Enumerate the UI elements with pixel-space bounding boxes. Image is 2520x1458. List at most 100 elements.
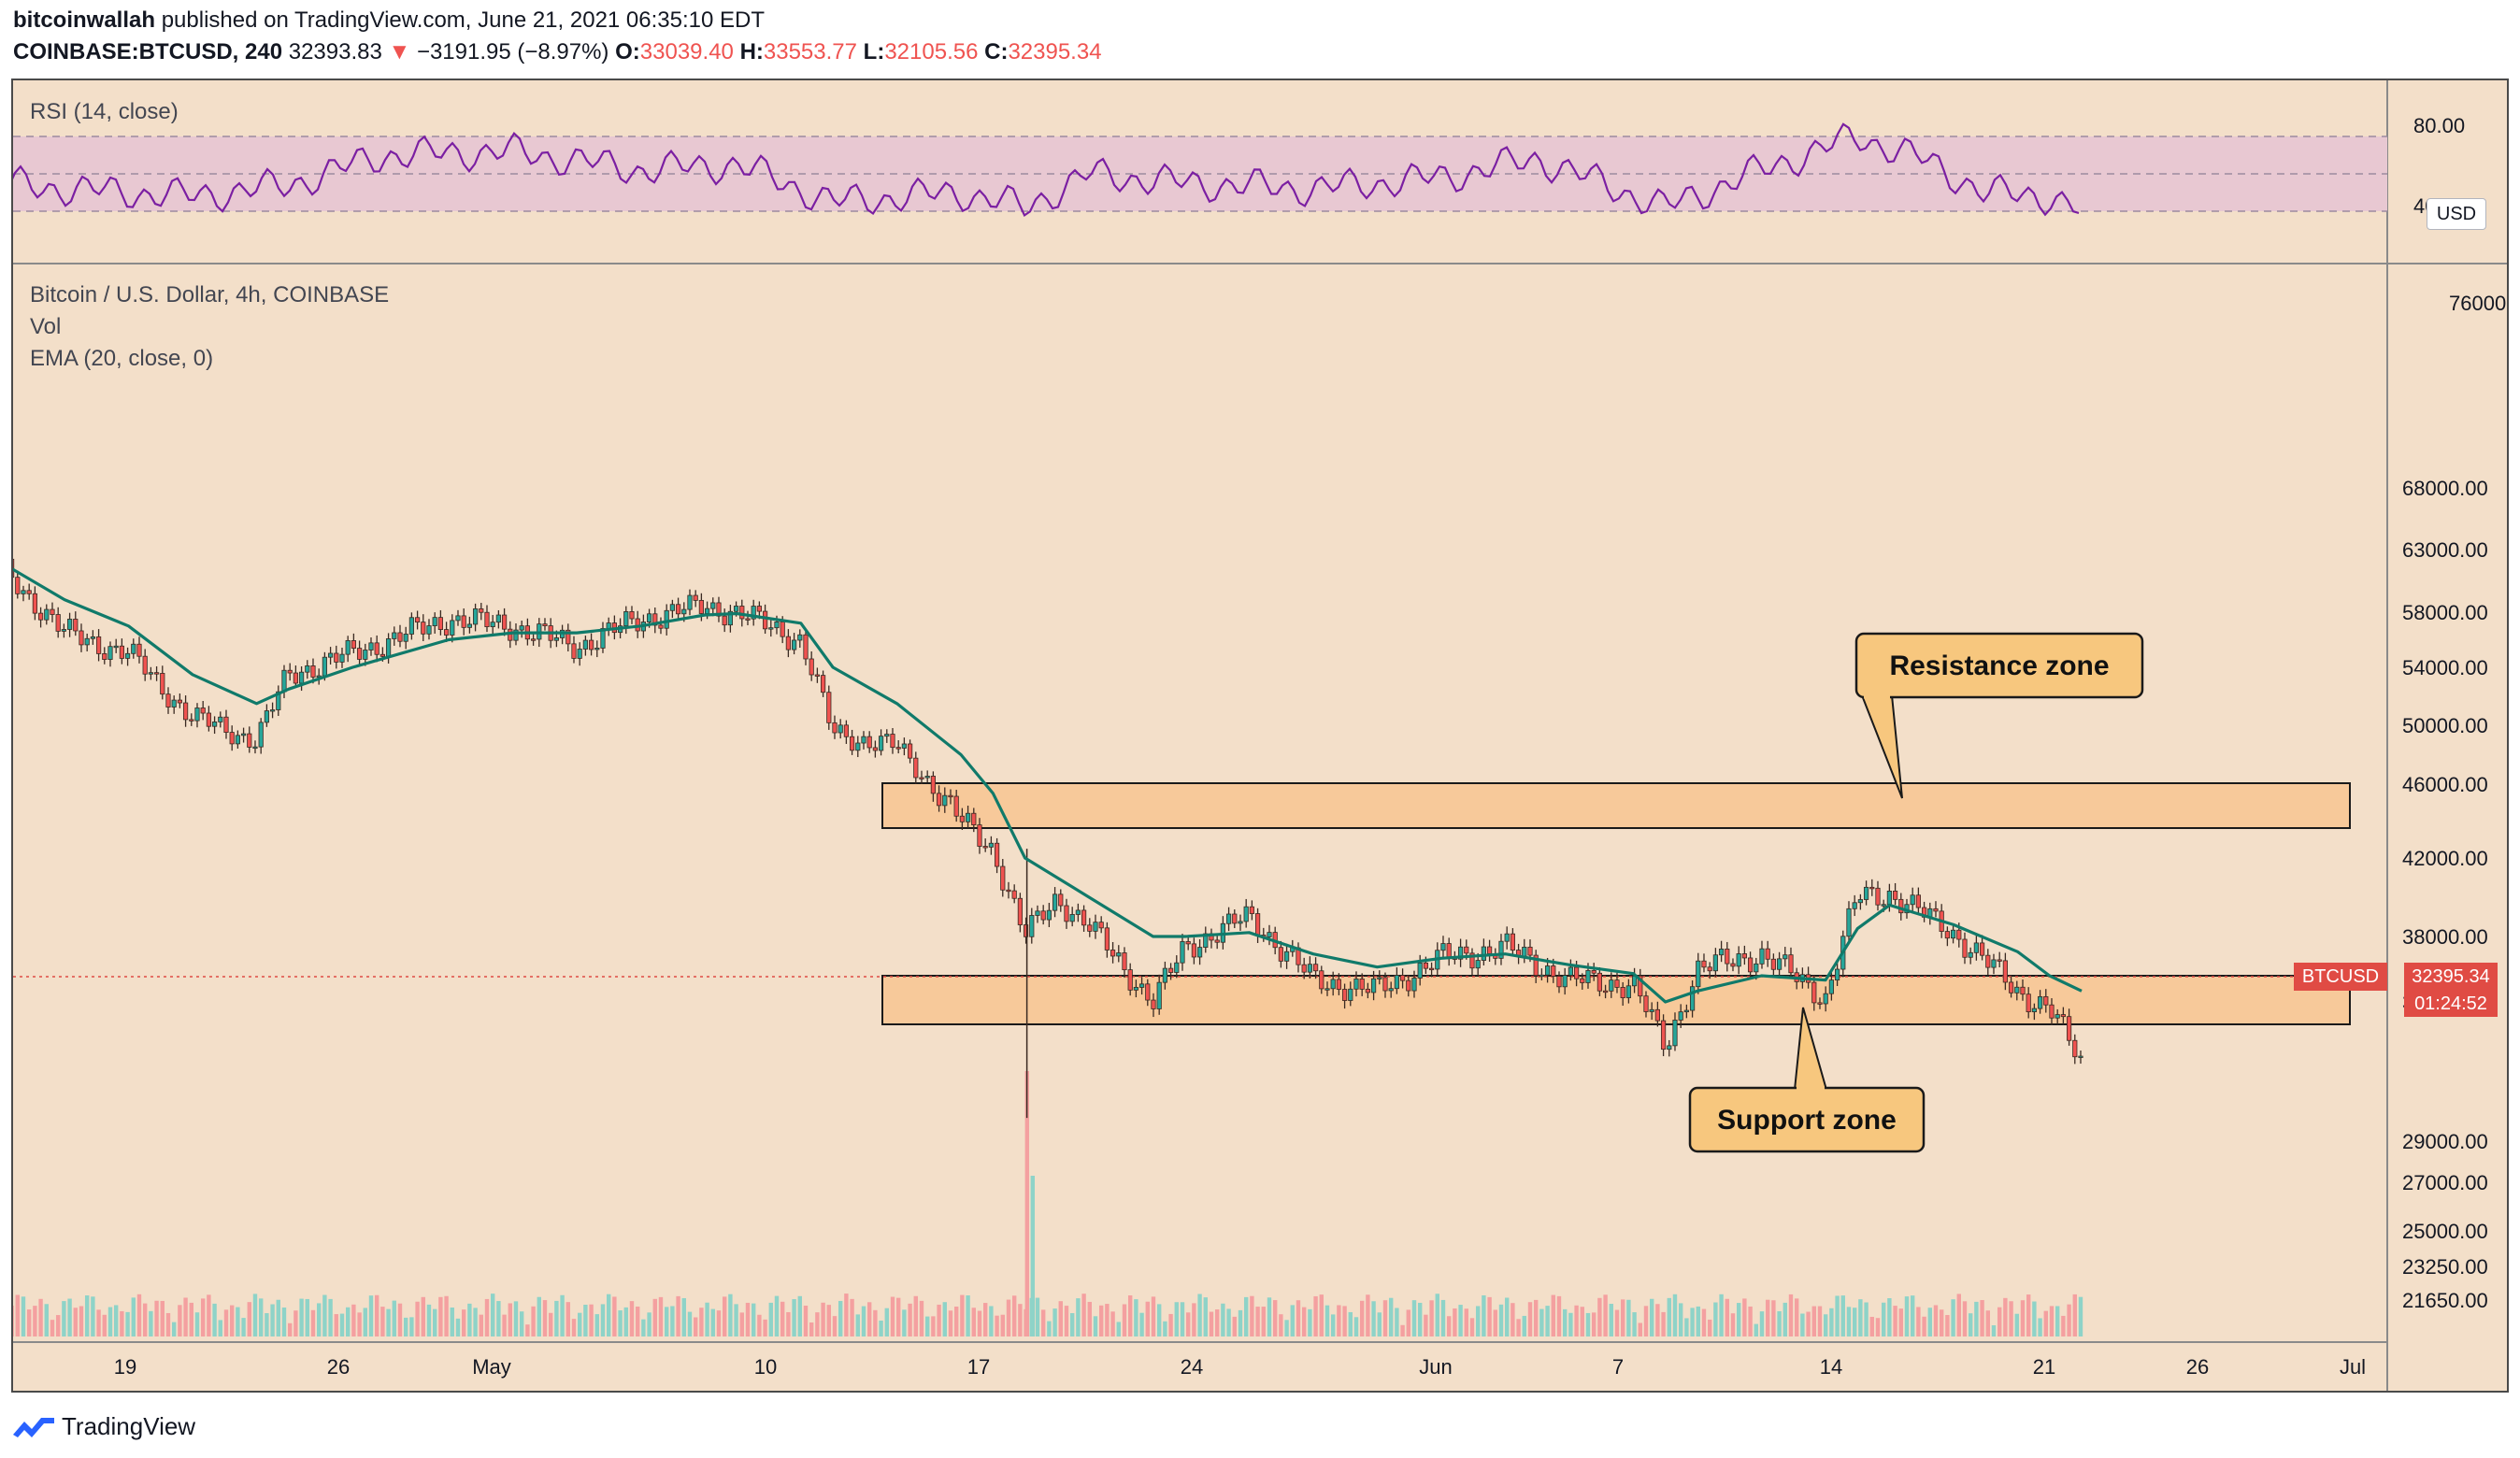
rsi-label[interactable]: RSI (14, close) (30, 99, 179, 124)
candle-body (832, 722, 838, 734)
volume-bar (566, 1302, 570, 1336)
candle-body (119, 645, 124, 659)
candle-body (600, 628, 606, 649)
candle-body (247, 733, 252, 748)
volume-bar (1093, 1316, 1098, 1336)
volume-bar (1551, 1294, 1555, 1336)
volume-bar (328, 1298, 333, 1336)
author-name[interactable]: bitcoinwallah (13, 7, 156, 33)
volume-bar (1916, 1307, 1921, 1336)
volume-bar (299, 1298, 304, 1336)
candle-body (1556, 976, 1562, 988)
main-title[interactable]: Bitcoin / U.S. Dollar, 4h, COINBASE (30, 282, 390, 307)
ema-label[interactable]: EMA (20, close, 0) (30, 346, 214, 371)
candle-body (484, 611, 490, 627)
volume-bar (1951, 1299, 1955, 1336)
volume-bar (1377, 1312, 1382, 1336)
volume-bar (1811, 1306, 1816, 1336)
time-tick-label: 10 (754, 1355, 777, 1379)
volume-bar (1284, 1320, 1289, 1336)
volume-bar (1783, 1302, 1787, 1336)
volume-bar (473, 1308, 478, 1336)
volume-bar (1580, 1307, 1584, 1336)
candle-body (687, 594, 693, 610)
candle-body (1104, 927, 1110, 951)
candle-body (1765, 948, 1770, 960)
volume-bar (763, 1319, 767, 1336)
volume-bar (612, 1296, 617, 1336)
footer-logo[interactable]: TradingView (11, 1409, 195, 1443)
volume-bar (861, 1306, 866, 1336)
price-tick-label: 54000.00 (2402, 656, 2488, 679)
chart-canvas[interactable]: 80.0040.00 76000.0068000.0063000.0058000… (13, 80, 2509, 1393)
volume-bar (136, 1294, 142, 1336)
volume-bars (13, 1071, 2083, 1336)
currency-badge[interactable]: USD (2427, 198, 2486, 230)
volume-bar (913, 1295, 918, 1336)
candle-body (194, 708, 200, 722)
chart-frame[interactable]: 80.0040.00 76000.0068000.0063000.0058000… (11, 79, 2509, 1393)
candle-body (797, 634, 803, 641)
candle-body (1533, 954, 1539, 977)
candle-body (1747, 957, 1754, 973)
time-tick-label: 21 (2033, 1355, 2055, 1379)
volume-bar (484, 1298, 490, 1336)
candle-body (1093, 922, 1098, 932)
volume-bar (241, 1318, 246, 1336)
candle-body (1330, 979, 1336, 990)
volume-bar (1516, 1319, 1521, 1336)
candle-body (142, 655, 148, 675)
candle-body (2072, 1039, 2078, 1058)
volume-bar (1748, 1306, 1753, 1336)
candle-body (363, 650, 368, 660)
candle-body (780, 622, 785, 637)
candle-body (397, 632, 403, 642)
volume-bar (797, 1295, 802, 1336)
volume-bar (374, 1294, 379, 1336)
candle-body (727, 610, 733, 626)
price-tick-label: 50000.00 (2402, 714, 2488, 737)
candle-body (258, 722, 264, 748)
candle-body (1875, 887, 1881, 906)
candle-body (1498, 940, 1504, 959)
candle-body (2066, 1016, 2072, 1041)
volume-bar (1388, 1297, 1394, 1336)
candle-body (455, 615, 461, 622)
volume-bar (1226, 1308, 1231, 1336)
volume-bar (850, 1298, 854, 1336)
volume-bar (438, 1296, 443, 1336)
volume-bar (287, 1322, 293, 1336)
volume-bar (542, 1300, 548, 1336)
candle-body (1243, 906, 1249, 922)
volume-bar (1163, 1321, 1167, 1336)
price-zones (13, 782, 2387, 1025)
volume-bar (1504, 1297, 1510, 1336)
volume-bar (722, 1296, 727, 1336)
candle-body (32, 593, 37, 614)
volume-bar (1498, 1304, 1504, 1336)
candle-body (276, 691, 281, 710)
vol-label[interactable]: Vol (30, 314, 62, 339)
candle-body (408, 617, 414, 635)
volume-bar (1064, 1306, 1069, 1336)
change-down-icon: ▼ (388, 39, 411, 64)
low-value: 32105.56 (884, 39, 979, 64)
volume-bar (1655, 1304, 1660, 1336)
volume-bar (953, 1307, 959, 1336)
volume-bar (444, 1295, 449, 1336)
candle-body (959, 815, 965, 822)
price-tick-label: 38000.00 (2402, 925, 2488, 949)
volume-bar (131, 1297, 136, 1336)
candle-body (264, 710, 269, 723)
candle-body (1725, 949, 1730, 965)
time-tick-label: Jun (1419, 1355, 1452, 1379)
volume-bar (1116, 1322, 1121, 1336)
candle-body (124, 652, 131, 659)
candle-body (490, 622, 495, 627)
candle-body (385, 638, 392, 657)
candle-body (1058, 893, 1064, 907)
volume-bar (1858, 1299, 1863, 1336)
price-tag-timer: 01:24:52 (2404, 991, 2498, 1017)
candle-body (1417, 962, 1423, 979)
candle-body (849, 736, 855, 751)
